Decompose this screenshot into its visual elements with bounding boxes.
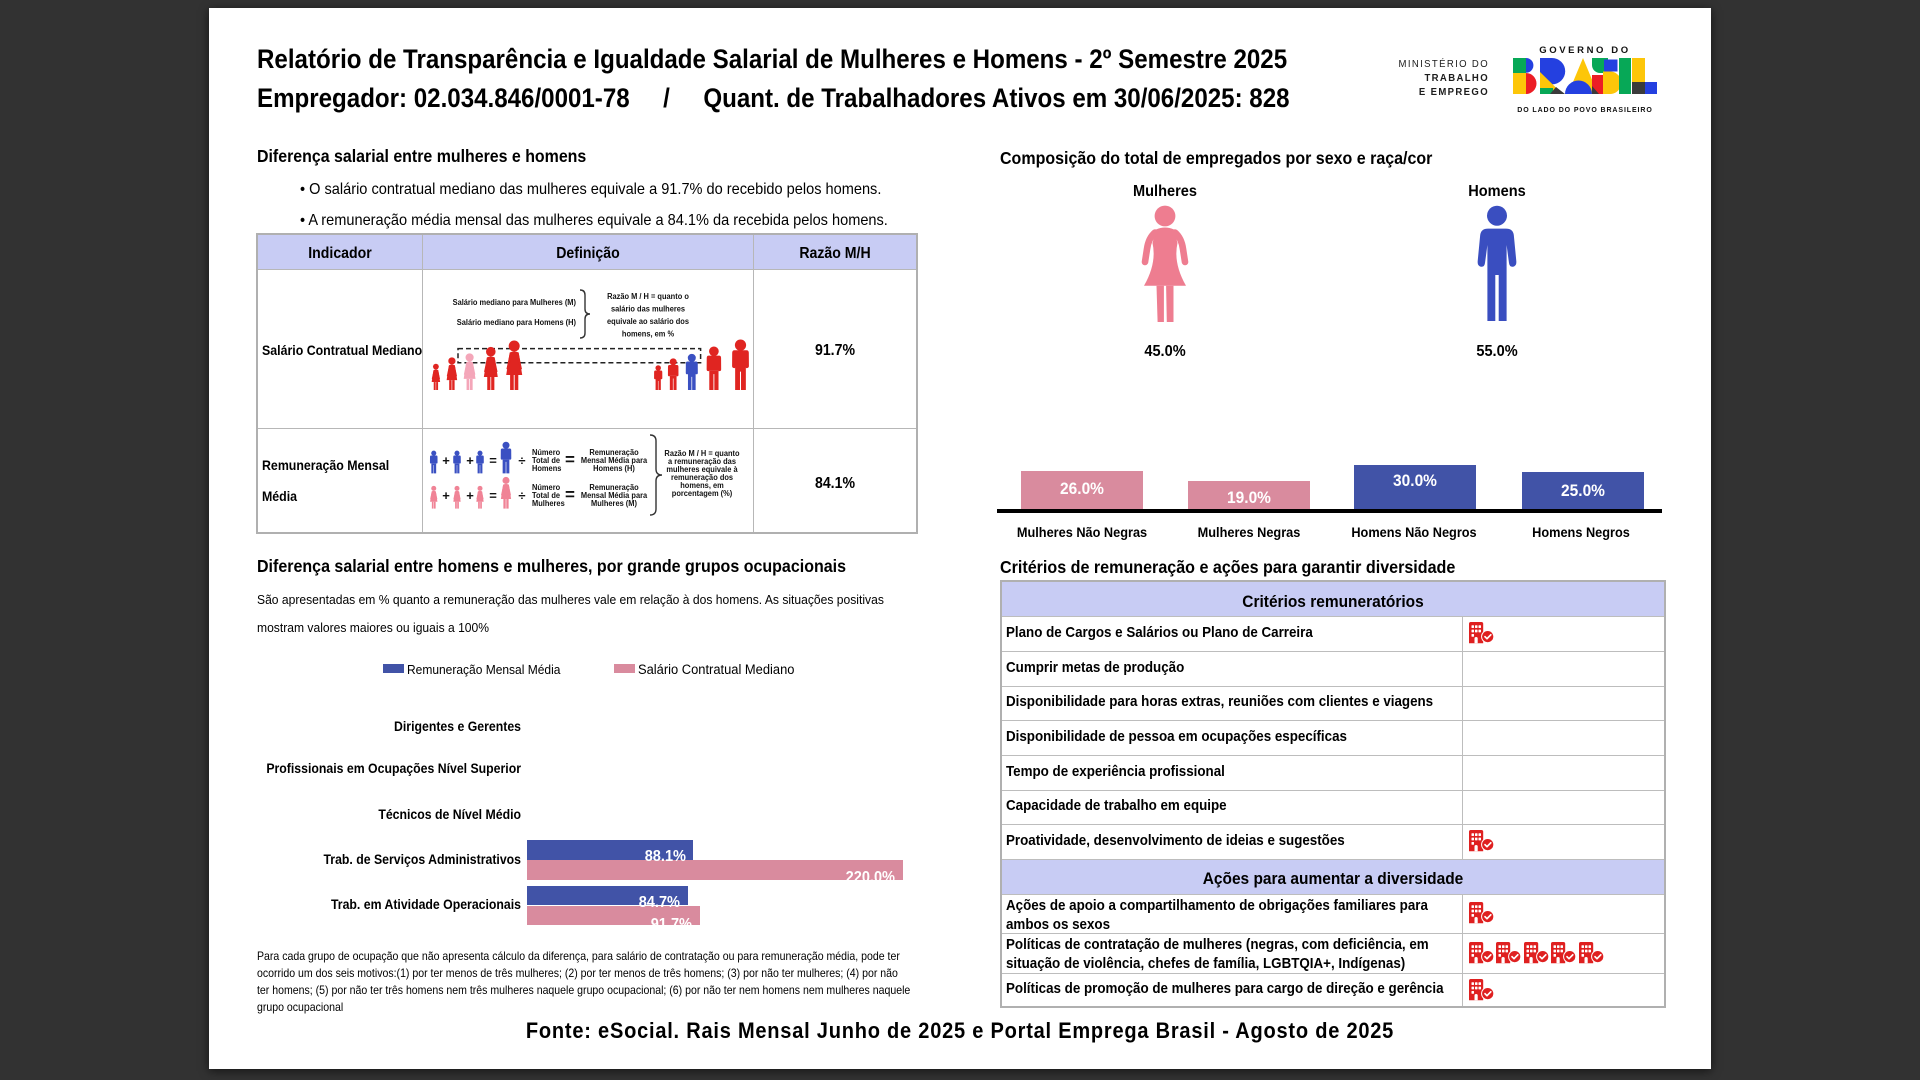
svg-text:Salário mediano para Mulheres: Salário mediano para Mulheres (M) (453, 298, 577, 307)
svg-text:Mensal Média para: Mensal Média para (581, 491, 648, 500)
svg-text:Número: Número (532, 483, 560, 492)
svg-text:=: = (489, 488, 497, 503)
svg-text:GOVERNO DO: GOVERNO DO (1539, 45, 1630, 56)
svg-text:=: = (565, 450, 575, 469)
svg-text:Homens (H): Homens (H) (593, 464, 635, 473)
svg-text:homens, em %: homens, em % (622, 329, 674, 338)
svg-text:salário das mulheres: salário das mulheres (611, 304, 686, 313)
svg-text:+: + (466, 488, 474, 503)
svg-text:DO LADO DO POVO BRASILEIRO: DO LADO DO POVO BRASILEIRO (1517, 107, 1652, 114)
svg-text:equivale ao salário dos: equivale ao salário dos (607, 317, 690, 326)
svg-text:+: + (442, 453, 450, 468)
svg-text:Salário mediano para Homens (H: Salário mediano para Homens (H) (457, 318, 577, 327)
svg-text:Remuneração: Remuneração (589, 448, 638, 457)
svg-text:Total de: Total de (532, 491, 561, 500)
svg-text:÷: ÷ (518, 488, 525, 503)
svg-text:porcentagem (%): porcentagem (%) (672, 489, 733, 498)
svg-text:Remuneração: Remuneração (589, 483, 638, 492)
svg-text:+: + (466, 453, 474, 468)
svg-text:Homens: Homens (532, 464, 562, 473)
svg-text:÷: ÷ (518, 453, 525, 468)
svg-text:Número: Número (532, 448, 560, 457)
svg-text:remuneração dos: remuneração dos (671, 473, 734, 482)
svg-text:mulheres equivale à: mulheres equivale à (666, 465, 738, 474)
svg-text:Razão M / H = quanto: Razão M / H = quanto (664, 449, 739, 458)
svg-text:=: = (489, 453, 497, 468)
svg-text:Razão M / H = quanto o: Razão M / H = quanto o (607, 292, 689, 301)
svg-text:Mensal Média para: Mensal Média para (581, 456, 648, 465)
svg-text:Mulheres (M): Mulheres (M) (591, 499, 637, 508)
svg-text:Mulheres: Mulheres (532, 499, 565, 508)
svg-text:Total de: Total de (532, 456, 561, 465)
svg-text:a remuneração das: a remuneração das (668, 457, 737, 466)
svg-text:=: = (565, 485, 575, 504)
svg-text:+: + (442, 488, 450, 503)
svg-text:homens, em: homens, em (680, 481, 724, 490)
